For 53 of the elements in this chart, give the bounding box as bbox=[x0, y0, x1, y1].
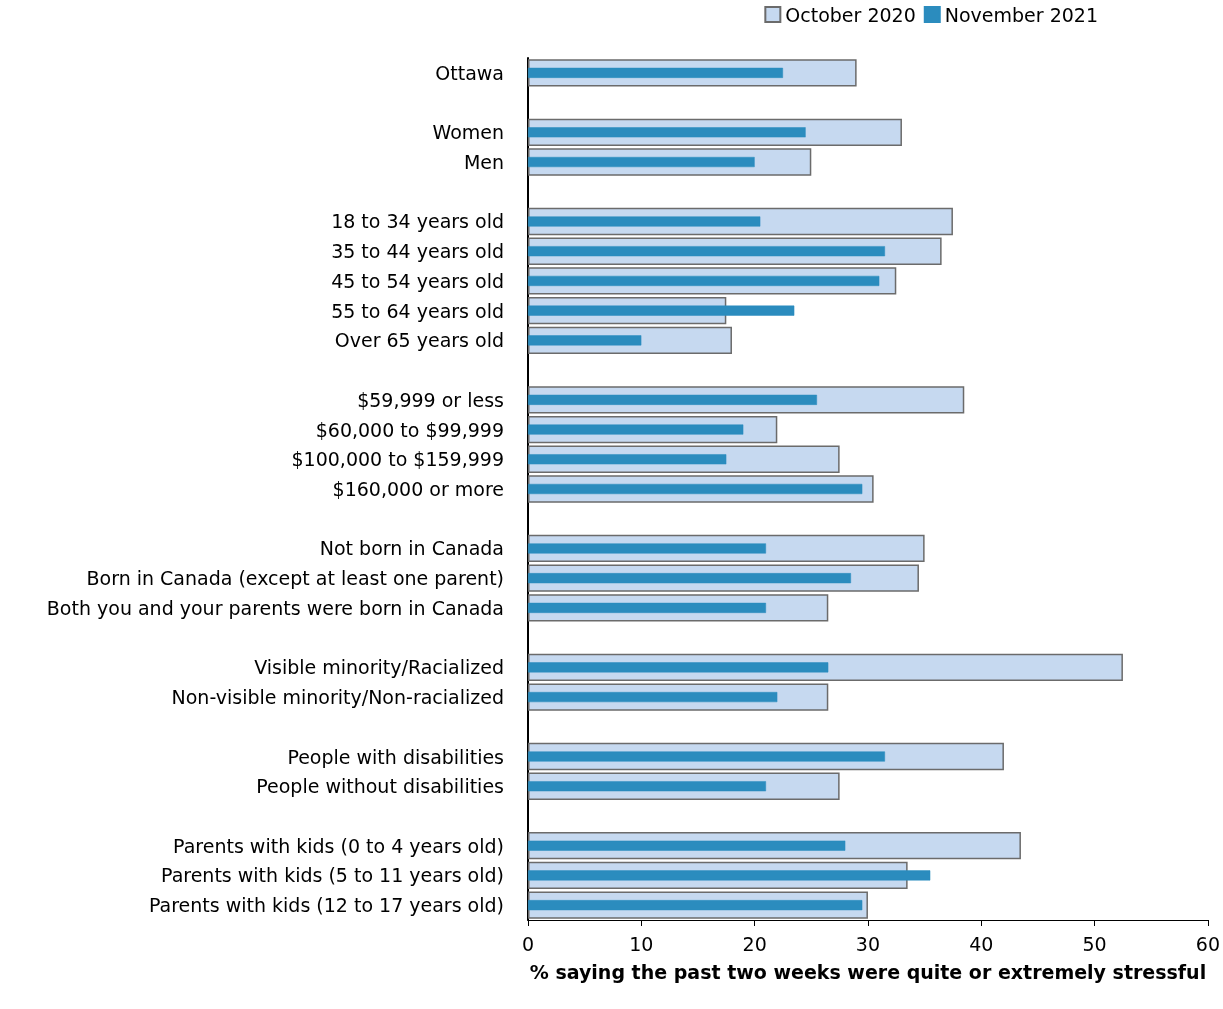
bar bbox=[528, 335, 642, 346]
bar bbox=[528, 840, 846, 851]
y-tick-label: People with disabilities bbox=[287, 745, 504, 768]
bar bbox=[528, 275, 880, 286]
y-tick-label: Ottawa bbox=[435, 61, 504, 84]
bar bbox=[528, 246, 885, 257]
y-tick-label: Parents with kids (5 to 11 years old) bbox=[161, 864, 504, 887]
y-tick-label: 18 to 34 years old bbox=[331, 210, 504, 233]
y-tick-label: Not born in Canada bbox=[319, 537, 504, 560]
y-tick-label: $160,000 or more bbox=[332, 478, 504, 500]
x-tick-label: 40 bbox=[969, 932, 994, 955]
bar bbox=[528, 483, 863, 495]
y-tick-label: Over 65 years old bbox=[334, 329, 504, 352]
y-tick-label: $100,000 to $159,999 bbox=[291, 448, 504, 471]
bar bbox=[528, 602, 766, 613]
x-tick-label: 50 bbox=[1082, 932, 1107, 955]
legend-label: November 2021 bbox=[944, 3, 1098, 26]
x-tick-label: 20 bbox=[742, 932, 767, 955]
bar bbox=[528, 127, 806, 138]
y-tick-label: 35 to 44 years old bbox=[331, 240, 504, 263]
y-tick-label: Visible minority/Racialized bbox=[254, 656, 504, 679]
y-tick-label: $59,999 or less bbox=[357, 388, 504, 411]
y-tick-label: People without disabilities bbox=[256, 775, 504, 798]
bar bbox=[528, 156, 755, 168]
bar bbox=[528, 424, 744, 435]
bar bbox=[528, 305, 795, 316]
y-tick-label: Born in Canada (except at least one parent) bbox=[86, 567, 504, 590]
bar bbox=[528, 573, 851, 584]
y-tick-label: $60,000 to $99,999 bbox=[315, 418, 504, 441]
y-tick-label: 45 to 54 years old bbox=[331, 269, 504, 292]
bar bbox=[528, 751, 885, 762]
y-tick-label: Women bbox=[432, 121, 504, 144]
bar bbox=[528, 394, 817, 405]
bar bbox=[528, 543, 766, 554]
bar bbox=[528, 781, 766, 792]
bar bbox=[528, 216, 761, 227]
y-tick-label: Both you and your parents were born in Canada bbox=[46, 596, 504, 619]
legend-label: October 2020 bbox=[785, 3, 916, 26]
x-tick-label: 0 bbox=[521, 932, 535, 955]
y-tick-label: Parents with kids (0 to 4 years old) bbox=[173, 834, 504, 857]
x-tick-label: 30 bbox=[855, 932, 881, 955]
y-tick-label: Parents with kids (12 to 17 years old) bbox=[148, 894, 504, 917]
bar bbox=[528, 692, 778, 703]
y-tick-label: 55 to 64 years old bbox=[331, 299, 504, 322]
x-axis-title: % saying the past two weeks were quite or extremely stressful bbox=[529, 960, 1207, 983]
bar bbox=[528, 870, 931, 881]
y-tick-label: Non-visible minority/Non-racialized bbox=[171, 686, 504, 709]
bar bbox=[528, 454, 727, 465]
bar bbox=[528, 67, 783, 78]
x-tick-label: 10 bbox=[629, 932, 654, 955]
y-tick-label: Men bbox=[463, 151, 504, 174]
x-tick-label: 60 bbox=[1195, 932, 1221, 955]
bar bbox=[528, 662, 829, 673]
